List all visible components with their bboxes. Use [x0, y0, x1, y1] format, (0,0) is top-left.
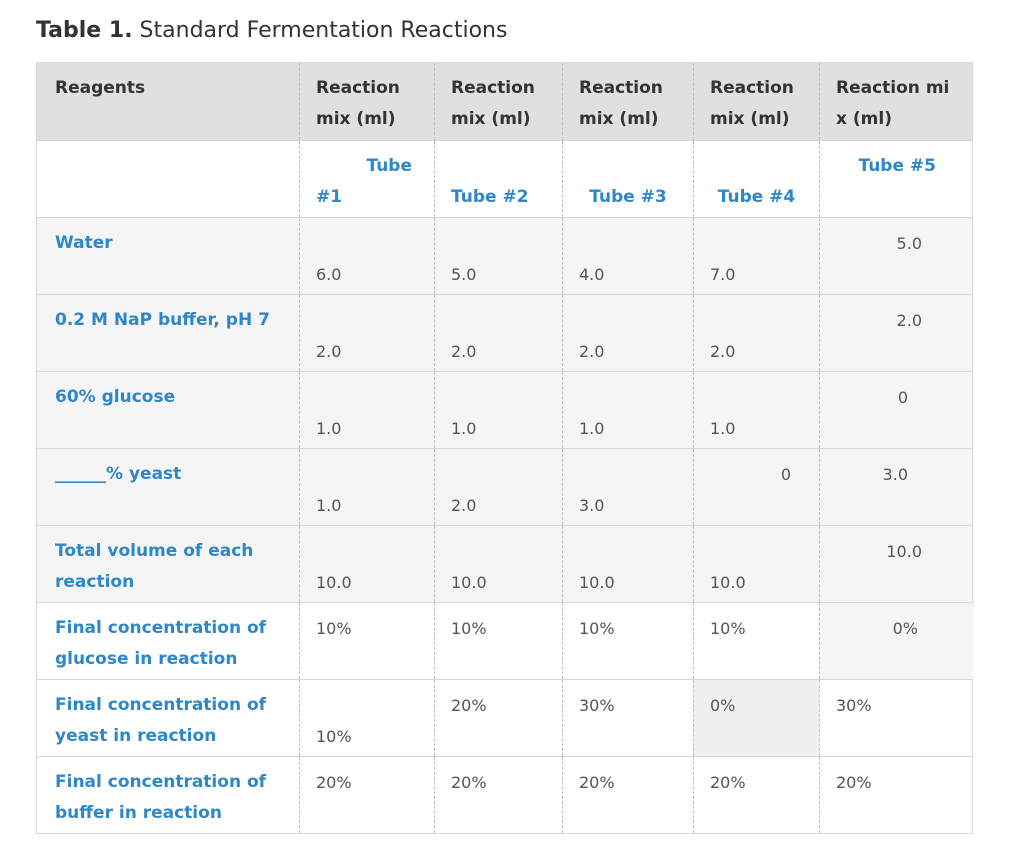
yeast-tube4: 0 [693, 449, 819, 525]
header-tube3: Reaction mix (ml) [562, 63, 693, 140]
row-label-glucose: 60% glucose [55, 387, 176, 407]
total-tube3: 10.0 [562, 526, 693, 602]
row-label-final-glucose: Final concentration of glucose in reacti… [55, 618, 267, 669]
tube-row: Tube #1 Tube #2 Tube #3 Tube #4 Tube #5 [37, 140, 972, 217]
header-reagents: Reagents [55, 78, 146, 98]
table-row: Water 6.0 5.0 4.0 7.0 5.0 [37, 217, 972, 294]
fbuffer-tube3: 20% [562, 757, 693, 833]
buffer-tube1: 2.0 [299, 295, 434, 371]
row-label-final-buffer: Final concentration of buffer in reactio… [55, 772, 267, 823]
row-label-total: Total volume of each reaction [55, 541, 254, 592]
caption-number: Table 1. [36, 18, 133, 43]
fyeast-tube1: 10% [299, 680, 434, 756]
fglucose-tube1: 10% [299, 603, 434, 679]
tube5-label: Tube #5 [819, 141, 974, 217]
header-tube5: Reaction mi x (ml) [819, 63, 974, 140]
fyeast-tube3: 30% [562, 680, 693, 756]
total-tube4: 10.0 [693, 526, 819, 602]
fbuffer-tube4: 20% [693, 757, 819, 833]
yeast-tube1: 1.0 [299, 449, 434, 525]
tube1-label: Tube #1 [299, 141, 434, 217]
table-row: Total volume of each reaction 10.0 10.0 … [37, 525, 972, 602]
fglucose-tube5: 0% [819, 603, 974, 679]
header-tube2: Reaction mix (ml) [434, 63, 562, 140]
total-tube2: 10.0 [434, 526, 562, 602]
yeast-tube3: 3.0 [562, 449, 693, 525]
buffer-tube4: 2.0 [693, 295, 819, 371]
fbuffer-tube1: 20% [299, 757, 434, 833]
glucose-tube1: 1.0 [299, 372, 434, 448]
row-label-water: Water [55, 233, 113, 253]
water-tube4: 7.0 [693, 218, 819, 294]
row-label-yeast: ______% yeast [55, 464, 182, 484]
total-tube1: 10.0 [299, 526, 434, 602]
glucose-tube4: 1.0 [693, 372, 819, 448]
fglucose-tube4: 10% [693, 603, 819, 679]
header-tube1: Reaction mix (ml) [299, 63, 434, 140]
table-row: 60% glucose 1.0 1.0 1.0 1.0 0 [37, 371, 972, 448]
buffer-tube3: 2.0 [562, 295, 693, 371]
glucose-tube2: 1.0 [434, 372, 562, 448]
table-row: Final concentration of buffer in reactio… [37, 756, 972, 833]
table-row: 0.2 M NaP buffer, pH 7 2.0 2.0 2.0 2.0 2… [37, 294, 972, 371]
yeast-tube2: 2.0 [434, 449, 562, 525]
fglucose-tube2: 10% [434, 603, 562, 679]
fglucose-tube3: 10% [562, 603, 693, 679]
fermentation-table: Reagents Reaction mix (ml) Reaction mix … [36, 62, 974, 834]
fbuffer-tube5: 20% [819, 757, 974, 833]
fyeast-tube2: 20% [434, 680, 562, 756]
water-tube5: 5.0 [819, 218, 974, 294]
tube4-label: Tube #4 [693, 141, 819, 217]
fyeast-tube4: 0% [693, 680, 819, 756]
water-tube2: 5.0 [434, 218, 562, 294]
tube3-label: Tube #3 [562, 141, 693, 217]
fyeast-tube5: 30% [819, 680, 974, 756]
tube1-label-word: Tube [366, 156, 412, 176]
glucose-tube5: 0 [819, 372, 974, 448]
table-caption: Table 1. Standard Fermentation Reactions [36, 18, 507, 43]
caption-text: Standard Fermentation Reactions [132, 18, 508, 43]
row-label-final-yeast: Final concentration of yeast in reaction [55, 695, 267, 746]
water-tube1: 6.0 [299, 218, 434, 294]
table-row: ______% yeast 1.0 2.0 3.0 0 3.0 [37, 448, 972, 525]
table-row: Final concentration of yeast in reaction… [37, 679, 972, 756]
tube1-label-number: #1 [316, 187, 343, 207]
row-label-buffer: 0.2 M NaP buffer, pH 7 [55, 310, 270, 330]
tube-row-empty [37, 141, 299, 217]
header-tube4: Reaction mix (ml) [693, 63, 819, 140]
buffer-tube2: 2.0 [434, 295, 562, 371]
fbuffer-tube2: 20% [434, 757, 562, 833]
water-tube3: 4.0 [562, 218, 693, 294]
buffer-tube5: 2.0 [819, 295, 974, 371]
total-tube5: 10.0 [819, 526, 974, 602]
table-row: Final concentration of glucose in reacti… [37, 602, 974, 679]
yeast-tube5: 3.0 [819, 449, 974, 525]
table-header-row: Reagents Reaction mix (ml) Reaction mix … [37, 63, 972, 140]
tube2-label: Tube #2 [434, 141, 562, 217]
glucose-tube3: 1.0 [562, 372, 693, 448]
